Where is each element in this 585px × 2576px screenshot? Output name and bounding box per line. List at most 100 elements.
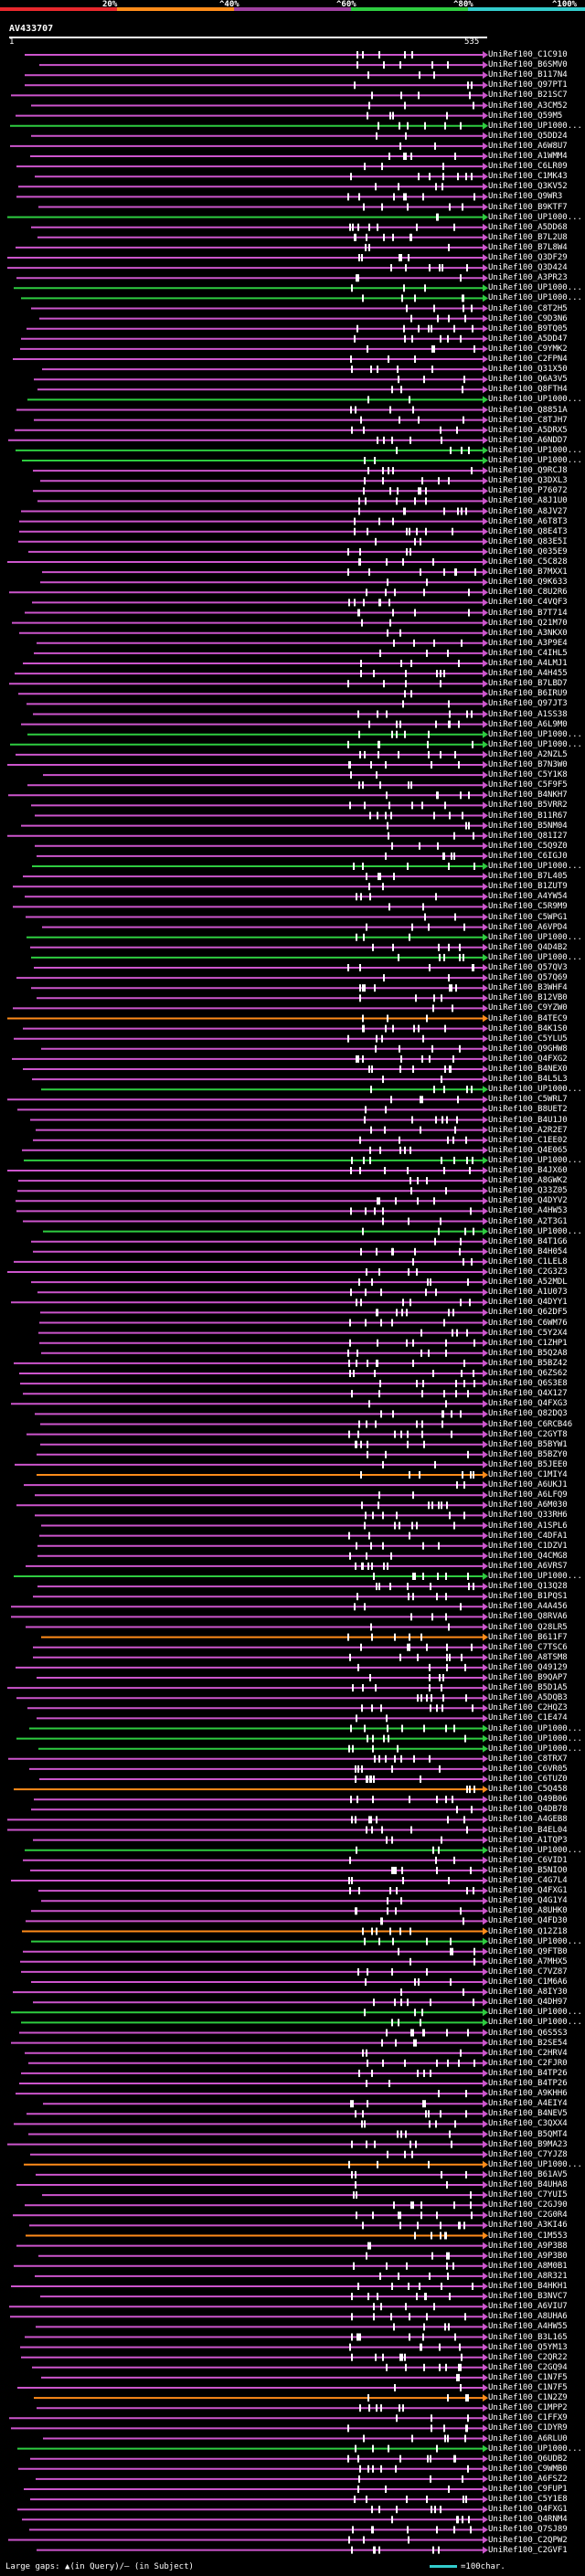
hit-label[interactable]: UniRef100_UP1000... bbox=[488, 121, 582, 131]
hit-label[interactable]: UniRef100_B4H054 bbox=[488, 1246, 568, 1256]
hit-label[interactable]: UniRef100_B11R67 bbox=[488, 811, 568, 821]
hit-label[interactable]: UniRef100_A9P3B0 bbox=[488, 2251, 568, 2261]
hit-label[interactable]: UniRef100_UP1000... bbox=[488, 2159, 582, 2169]
hit-label[interactable]: UniRef100_UP1000... bbox=[488, 293, 582, 303]
hit-label[interactable]: UniRef100_Q31X50 bbox=[488, 365, 568, 375]
hit-label[interactable]: UniRef100_C9YZW0 bbox=[488, 1003, 568, 1013]
hit-label[interactable]: UniRef100_A4EIY4 bbox=[488, 2099, 568, 2109]
hit-label[interactable]: UniRef100_C7TSC6 bbox=[488, 1642, 568, 1652]
hit-label[interactable]: UniRef100_Q28LR5 bbox=[488, 1622, 568, 1632]
hit-label[interactable]: UniRef100_UP1000... bbox=[488, 2018, 582, 2028]
hit-label[interactable]: UniRef100_Q8E4T3 bbox=[488, 526, 568, 536]
hit-label[interactable]: UniRef100_UP1000... bbox=[488, 729, 582, 739]
hit-label[interactable]: UniRef100_Q13Q28 bbox=[488, 1582, 568, 1592]
hit-label[interactable]: UniRef100_UP1000... bbox=[488, 1085, 582, 1095]
hit-label[interactable]: UniRef100_B4HKH1 bbox=[488, 2282, 568, 2291]
hit-label[interactable]: UniRef100_A3PR23 bbox=[488, 273, 568, 283]
hit-label[interactable]: UniRef100_C1DYR9 bbox=[488, 2423, 568, 2433]
hit-label[interactable]: UniRef100_UP1000... bbox=[488, 395, 582, 405]
hit-label[interactable]: UniRef100_A7MHX5 bbox=[488, 1956, 568, 1966]
hit-label[interactable]: UniRef100_A6VPD4 bbox=[488, 922, 568, 932]
hit-label[interactable]: UniRef100_Q57QV3 bbox=[488, 963, 568, 972]
hit-label[interactable]: UniRef100_B1ZUT9 bbox=[488, 882, 568, 892]
hit-label[interactable]: UniRef100_A6M030 bbox=[488, 1500, 568, 1511]
hit-label[interactable]: UniRef100_B117N4 bbox=[488, 70, 568, 80]
hit-label[interactable]: UniRef100_C5R9M9 bbox=[488, 902, 568, 912]
hit-label[interactable]: UniRef100_A4YW54 bbox=[488, 892, 568, 902]
hit-label[interactable]: UniRef100_Q4DH97 bbox=[488, 1998, 568, 2008]
hit-label[interactable]: UniRef100_A6LFQ9 bbox=[488, 1490, 568, 1500]
hit-label[interactable]: UniRef100_C9D3N6 bbox=[488, 313, 568, 323]
hit-label[interactable]: UniRef100_C5YLU5 bbox=[488, 1034, 568, 1044]
hit-label[interactable]: UniRef100_Q3DF29 bbox=[488, 253, 568, 262]
hit-label[interactable]: UniRef100_A2T3G1 bbox=[488, 1216, 568, 1226]
hit-label[interactable]: UniRef100_B7L405 bbox=[488, 872, 568, 882]
hit-label[interactable]: UniRef100_C6IGJ0 bbox=[488, 851, 568, 861]
hit-label[interactable]: UniRef100_Q4RNM4 bbox=[488, 2515, 568, 2525]
hit-label[interactable]: UniRef100_B5BYW1 bbox=[488, 1439, 568, 1449]
hit-label[interactable]: UniRef100_UP1000... bbox=[488, 1845, 582, 1855]
hit-label[interactable]: UniRef100_B3L165 bbox=[488, 2332, 568, 2342]
hit-label[interactable]: UniRef100_C6RCB46 bbox=[488, 1419, 573, 1429]
hit-label[interactable]: UniRef100_Q5YM13 bbox=[488, 2342, 568, 2352]
hit-label[interactable]: UniRef100_A1WMM4 bbox=[488, 152, 568, 161]
hit-label[interactable]: UniRef100_C4G7L4 bbox=[488, 1876, 568, 1885]
hit-label[interactable]: UniRef100_Q4DYY1 bbox=[488, 1298, 568, 1308]
hit-label[interactable]: UniRef100_UP1000... bbox=[488, 445, 582, 455]
hit-label[interactable]: UniRef100_C7VZ87 bbox=[488, 1966, 568, 1977]
hit-label[interactable]: UniRef100_A6L9M0 bbox=[488, 719, 568, 729]
hit-label[interactable]: UniRef100_A1TQP3 bbox=[488, 1835, 568, 1845]
hit-label[interactable]: UniRef100_C6VR05 bbox=[488, 1764, 568, 1774]
hit-label[interactable]: UniRef100_C7YJZ8 bbox=[488, 2149, 568, 2159]
hit-label[interactable]: UniRef100_A2NZL5 bbox=[488, 749, 568, 759]
hit-label[interactable]: UniRef100_B9TQ05 bbox=[488, 323, 568, 334]
hit-label[interactable]: UniRef100_Q9K633 bbox=[488, 578, 568, 588]
hit-label[interactable]: UniRef100_Q49129 bbox=[488, 1662, 568, 1672]
hit-label[interactable]: UniRef100_Q12Z18 bbox=[488, 1926, 568, 1936]
hit-label[interactable]: UniRef100_Q4FXG1 bbox=[488, 1886, 568, 1896]
hit-label[interactable]: UniRef100_C8U2R6 bbox=[488, 588, 568, 598]
hit-label[interactable]: UniRef100_A8IY30 bbox=[488, 1988, 568, 1998]
hit-label[interactable]: UniRef100_B7LBD7 bbox=[488, 679, 568, 689]
hit-label[interactable]: UniRef100_C9FUP1 bbox=[488, 2485, 568, 2494]
hit-label[interactable]: UniRef100_B5D1A5 bbox=[488, 1683, 568, 1693]
hit-label[interactable]: UniRef100_B5JEE0 bbox=[488, 1459, 568, 1469]
hit-label[interactable]: UniRef100_B61AV5 bbox=[488, 2169, 568, 2179]
hit-label[interactable]: UniRef100_A5DD68 bbox=[488, 222, 568, 232]
hit-label[interactable]: UniRef100_A6RLU0 bbox=[488, 2433, 568, 2443]
hit-label[interactable]: UniRef100_Q4D4B2 bbox=[488, 942, 568, 952]
hit-label[interactable]: UniRef100_A4HW53 bbox=[488, 1206, 568, 1216]
hit-label[interactable]: UniRef100_C6VID1 bbox=[488, 1855, 568, 1865]
hit-label[interactable]: UniRef100_A8GWK2 bbox=[488, 1176, 568, 1186]
hit-label[interactable]: UniRef100_C3QXX4 bbox=[488, 2119, 568, 2129]
hit-label[interactable]: UniRef100_B4K1S0 bbox=[488, 1023, 568, 1034]
hit-label[interactable]: UniRef100_A52MDL bbox=[488, 1277, 568, 1288]
hit-label[interactable]: UniRef100_C1E474 bbox=[488, 1713, 568, 1723]
hit-label[interactable]: UniRef100_Q9WR3 bbox=[488, 192, 563, 202]
hit-label[interactable]: UniRef100_A8TSM8 bbox=[488, 1652, 568, 1662]
hit-label[interactable]: UniRef100_Q4X127 bbox=[488, 1389, 568, 1399]
hit-label[interactable]: UniRef100_C5Y2X4 bbox=[488, 1328, 568, 1338]
hit-label[interactable]: UniRef100_C5F9F5 bbox=[488, 780, 568, 790]
hit-label[interactable]: UniRef100_UP1000... bbox=[488, 932, 582, 942]
hit-label[interactable]: UniRef100_Q9RCJ8 bbox=[488, 466, 568, 476]
hit-label[interactable]: UniRef100_B7MXX1 bbox=[488, 567, 568, 578]
hit-label[interactable]: UniRef100_Q4DB78 bbox=[488, 1805, 568, 1815]
hit-label[interactable]: UniRef100_C8TRX7 bbox=[488, 1754, 568, 1764]
hit-label[interactable]: UniRef100_A1SS38 bbox=[488, 709, 568, 719]
hit-label[interactable]: UniRef100_B7T714 bbox=[488, 608, 568, 618]
hit-label[interactable]: UniRef100_B4T1G6 bbox=[488, 1236, 568, 1246]
hit-label[interactable]: UniRef100_C5Q458 bbox=[488, 1785, 568, 1795]
hit-label[interactable]: UniRef100_B4TP26 bbox=[488, 2079, 568, 2088]
hit-label[interactable]: UniRef100_A8UHK0 bbox=[488, 1906, 568, 1916]
hit-label[interactable]: UniRef100_Q5DD24 bbox=[488, 131, 568, 141]
hit-label[interactable]: UniRef100_B5BZ42 bbox=[488, 1358, 568, 1368]
hit-label[interactable]: UniRef100_C5Y1K8 bbox=[488, 770, 568, 780]
hit-label[interactable]: UniRef100_Q4FD30 bbox=[488, 1916, 568, 1926]
hit-label[interactable]: UniRef100_Q9FTB0 bbox=[488, 1946, 568, 1956]
hit-label[interactable]: UniRef100_B5VRR2 bbox=[488, 800, 568, 811]
hit-label[interactable]: UniRef100_C1DZV1 bbox=[488, 1541, 568, 1551]
hit-label[interactable]: UniRef100_Q8851A bbox=[488, 405, 568, 415]
hit-label[interactable]: UniRef100_A9P3B8 bbox=[488, 2241, 568, 2251]
hit-label[interactable]: UniRef100_A8R321 bbox=[488, 2271, 568, 2281]
